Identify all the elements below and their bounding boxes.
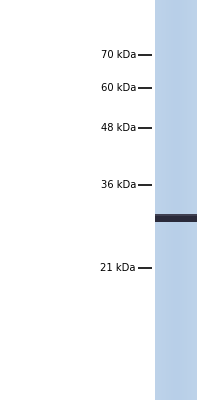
Bar [188,0,189,400]
Bar [192,0,193,400]
Bar [175,0,176,400]
Bar [181,0,182,400]
Bar [158,0,159,400]
Bar [155,214,197,216]
Bar [191,0,192,400]
Text: 60 kDa: 60 kDa [101,83,136,93]
Bar [179,0,180,400]
Text: 36 kDa: 36 kDa [101,180,136,190]
Text: 21 kDa: 21 kDa [101,263,136,273]
Bar [163,0,164,400]
Bar [185,0,186,400]
Bar [165,0,166,400]
Bar [186,0,187,400]
Bar [183,0,184,400]
Bar [166,0,167,400]
Bar [176,0,177,400]
Bar [170,0,171,400]
Bar [194,0,195,400]
Bar [172,0,173,400]
Bar [155,214,197,222]
Bar [171,0,172,400]
Bar [155,0,156,400]
Bar [156,0,157,400]
Bar [177,0,178,400]
Bar [164,0,165,400]
Bar [184,0,185,400]
Bar [157,0,158,400]
Bar [161,0,162,400]
Bar [155,0,197,400]
Bar [190,0,191,400]
Bar [195,0,196,400]
Bar [159,0,160,400]
Bar [168,0,169,400]
Bar [167,0,168,400]
Bar [180,0,181,400]
Bar [187,0,188,400]
Text: 48 kDa: 48 kDa [101,123,136,133]
Bar [182,0,183,400]
Bar [178,0,179,400]
Bar [169,0,170,400]
Bar [196,0,197,400]
Bar [193,0,194,400]
Bar [173,0,174,400]
Bar [189,0,190,400]
Bar [160,0,161,400]
Bar [162,0,163,400]
Bar [174,0,175,400]
Text: 70 kDa: 70 kDa [101,50,136,60]
